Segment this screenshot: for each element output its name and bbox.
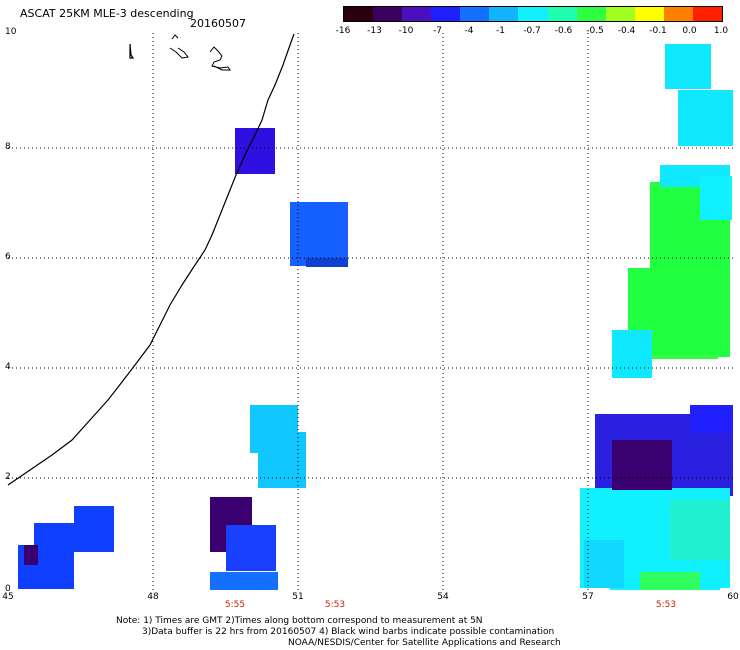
swath-cell <box>700 176 732 220</box>
swath-cell <box>306 258 348 267</box>
grid-lines <box>8 33 733 590</box>
y-tick-label: 2 <box>5 472 11 482</box>
colorbar-tick-label: -0.7 <box>523 26 541 36</box>
colorbar-tick-label: 1.0 <box>713 26 729 36</box>
x-tick-label: 48 <box>147 592 159 602</box>
note-line-1: Note: 1) Times are GMT 2)Times along bot… <box>116 616 483 626</box>
swath-sw-2 <box>24 545 38 565</box>
swath-ne-9n <box>665 44 711 89</box>
swath-sw-1 <box>74 506 114 552</box>
colorbar-tick-label: -4 <box>464 26 474 36</box>
swath-cell <box>690 405 733 433</box>
swath-ne-9n <box>678 90 733 146</box>
swath-e-6n <box>628 268 688 330</box>
y-tick-label: 8 <box>5 142 11 152</box>
colorbar-segment <box>373 7 403 21</box>
x-tick-label: 57 <box>582 592 594 602</box>
colorbar <box>343 6 723 22</box>
colorbar-tick-label: -1 <box>496 26 505 36</box>
map-date: 20160507 <box>190 17 246 30</box>
colorbar-segment <box>460 7 490 21</box>
colorbar-tick-label: -10 <box>398 26 414 36</box>
time-label-2: 5:53 <box>324 600 346 610</box>
time-label-1: 5:55 <box>224 600 246 610</box>
colorbar-segment <box>402 7 432 21</box>
island-1 <box>129 43 135 59</box>
colorbar-segment <box>547 7 577 21</box>
colorbar-tick-label: -0.6 <box>554 26 573 36</box>
note-line-2: 3)Data buffer is 22 hrs from 20160507 4)… <box>142 627 555 637</box>
colorbar-tick-label: -0.4 <box>617 26 636 36</box>
y-tick-label: 4 <box>5 362 11 372</box>
y-tick-label: 10 <box>5 27 17 37</box>
x-tick-label: 45 <box>2 592 14 602</box>
island-3 <box>209 46 231 71</box>
colorbar-segment <box>605 7 635 21</box>
swath-cell <box>612 330 652 378</box>
note-line-3: NOAA/NESDIS/Center for Satellite Applica… <box>288 638 561 648</box>
swath-cell <box>650 355 718 359</box>
colorbar-segment <box>692 7 723 21</box>
x-tick-label: 60 <box>727 592 739 602</box>
island-2 <box>169 34 189 59</box>
colorbar-segment <box>489 7 519 21</box>
colorbar-segment <box>663 7 693 21</box>
x-tick-label: 51 <box>292 592 304 602</box>
colorbar-tick-label: -7 <box>433 26 442 36</box>
map-title: ASCAT 25KM MLE-3 descending <box>20 7 194 20</box>
time-label-3: 5:53 <box>655 600 677 610</box>
y-tick-label: 6 <box>5 252 11 262</box>
colorbar-segment <box>518 7 548 21</box>
colorbar-segment <box>576 7 606 21</box>
colorbar-segment <box>344 7 374 21</box>
colorbar-tick-label: -13 <box>367 26 382 36</box>
swath-cell <box>612 440 672 490</box>
swath-cell <box>670 500 730 560</box>
y-tick-label: 0 <box>5 584 11 594</box>
swath-center-2n <box>258 432 306 488</box>
coastline <box>7 33 295 486</box>
colorbar-tick-label: -0.5 <box>586 26 604 36</box>
swath-cell <box>210 572 278 590</box>
colorbar-segment <box>634 7 664 21</box>
swath-layer <box>18 44 733 590</box>
colorbar-tick-label: -16 <box>335 26 351 36</box>
swath-cell <box>584 540 624 588</box>
colorbar-segment <box>431 7 461 21</box>
colorbar-tick-label: -0.1 <box>649 26 667 36</box>
x-tick-label: 54 <box>437 592 449 602</box>
swath-cell <box>640 572 700 590</box>
swath-center-6n <box>290 202 348 266</box>
swath-cell <box>226 525 276 571</box>
colorbar-tick-label: 0.0 <box>682 26 697 36</box>
